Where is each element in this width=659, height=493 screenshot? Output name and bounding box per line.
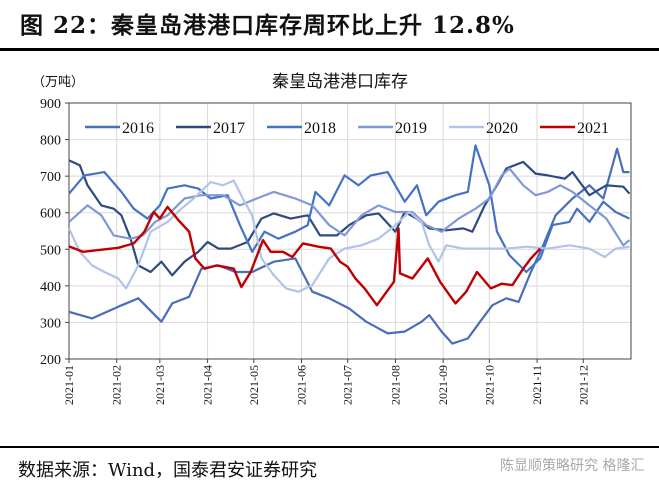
- y-tick-label: 900: [40, 97, 61, 112]
- x-tick-label: 2021-04: [201, 365, 215, 405]
- x-axis: 2021-01 2021-02 2021-03 2021-04 2021-05 2021-…: [62, 359, 590, 405]
- x-tick-label: 2021-06: [294, 365, 308, 405]
- watermark: 陈显顺策略研究 格隆汇: [500, 458, 645, 474]
- x-tick-label: 2021-07: [341, 365, 355, 405]
- source-note: 数据来源：Wind，国泰君安证券研究: [18, 460, 318, 481]
- y-tick-label: 700: [40, 170, 61, 185]
- y-tick-label: 300: [40, 316, 61, 331]
- title-divider: [0, 48, 659, 51]
- legend: 2016 2017 2018 2019 2020 2021: [85, 120, 609, 137]
- series-line-2021: [68, 205, 542, 307]
- series-line-2017: [68, 159, 631, 277]
- legend-label-2016: 2016: [122, 120, 154, 137]
- y-tick-label: 500: [40, 243, 61, 258]
- x-tick-label: 2021-10: [482, 365, 496, 405]
- x-tick-label: 2021-12: [576, 365, 590, 405]
- series-lines: [68, 144, 631, 345]
- legend-label-2021: 2021: [577, 120, 609, 137]
- legend-label-2019: 2019: [395, 120, 427, 137]
- series-line-2019: [68, 167, 631, 247]
- y-axis: 200 300 400 500 600 700 800 900: [40, 97, 69, 368]
- legend-label-2020: 2020: [486, 120, 518, 137]
- x-tick-label: 2021-08: [388, 365, 402, 405]
- y-tick-label: 400: [40, 280, 61, 295]
- y-tick-label: 600: [40, 207, 61, 222]
- x-tick-label: 2021-11: [530, 365, 544, 405]
- chart-title: 秦皇岛港港口库存: [272, 72, 408, 91]
- legend-label-2017: 2017: [213, 120, 245, 137]
- x-tick-label: 2021-02: [110, 365, 124, 405]
- y-tick-label: 800: [40, 134, 61, 149]
- series-line-2020: [68, 179, 630, 293]
- x-tick-label: 2021-01: [62, 365, 76, 405]
- legend-label-2018: 2018: [304, 120, 336, 137]
- series-line-2016: [68, 147, 630, 345]
- x-tick-label: 2021-03: [153, 365, 167, 405]
- y-tick-label: 200: [40, 353, 61, 368]
- x-tick-label: 2021-05: [247, 365, 261, 405]
- source-divider: [0, 446, 659, 448]
- x-tick-label: 2021-09: [436, 365, 450, 405]
- y-axis-unit: （万吨）: [32, 74, 84, 89]
- series-line-2018: [68, 144, 630, 274]
- figure-title: 图 22：秦皇岛港港口库存周环比上升 12.8%: [20, 12, 515, 39]
